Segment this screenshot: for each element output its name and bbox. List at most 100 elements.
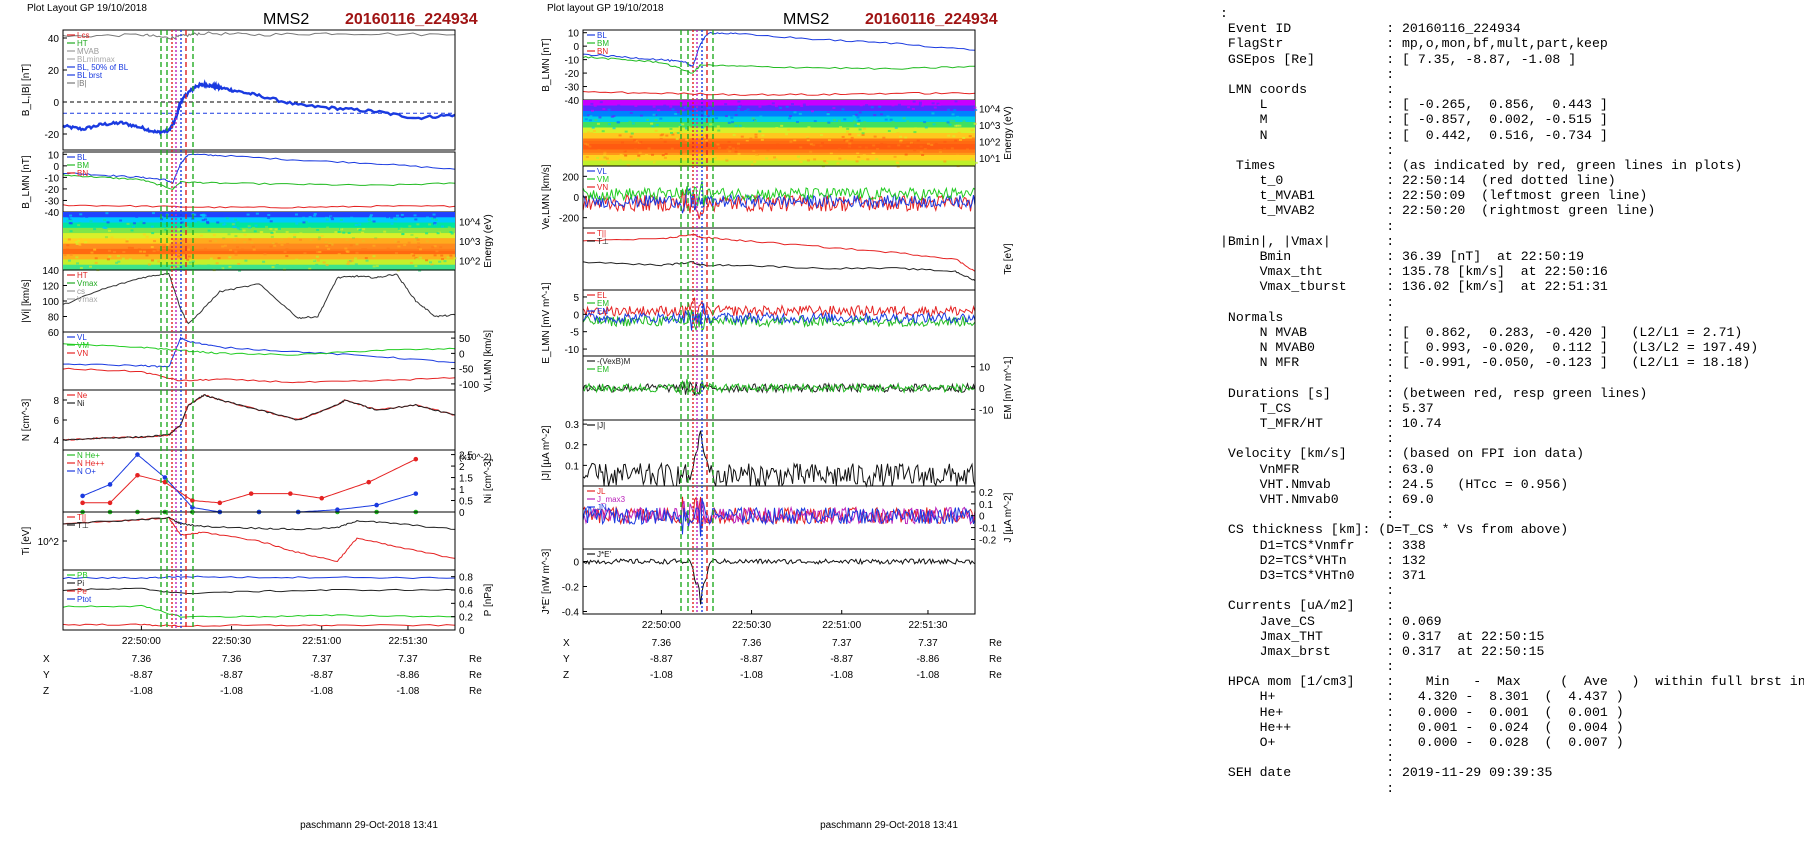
spectrogram-pixel [624,154,628,157]
spectrogram-pixel [269,212,273,215]
spectrogram-pixel [688,120,692,123]
spectrogram-pixel [639,114,643,117]
panel-R9 [582,548,976,615]
spectrogram-pixel [957,131,961,134]
spectrogram-pixel [827,121,831,124]
spectrogram-pixel [347,260,351,263]
spectrogram-pixel [592,129,596,132]
spectrogram-pixel [222,223,226,226]
spectrogram-pixel [414,265,418,268]
panel-frame [582,227,976,291]
spectrogram-pixel [66,244,70,247]
spectrogram-pixel [318,236,322,239]
spectrogram-pixel [127,246,131,249]
spectrogram-pixel [798,112,802,115]
spectrogram-pixel [144,268,148,271]
position-value: -8.87 [830,654,853,665]
spectrogram-pixel [599,101,603,104]
page-header: Plot layout GP 19/10/2018 [547,3,664,14]
spectrogram-pixel [832,107,836,110]
spectrogram-pixel [854,124,858,127]
spectrogram-pixel [401,216,405,219]
spectrogram-pixel [159,218,163,221]
spectrogram-pixel [234,218,238,221]
y-axis-label: E_LMN [mV m^-1] [541,282,552,364]
legend-label: VL [77,333,87,342]
spectrogram-pixel [863,121,867,124]
spectrogram-pixel [947,108,951,111]
summary-line: N MFR : [ -0.991, -0.050, -0.123 ] (L2/L… [1220,355,1751,371]
summary-line: : [1220,142,1395,158]
spectrogram-pixel [157,260,161,263]
spectrogram-pixel [856,122,860,125]
y-tick-label: 0.3 [565,420,579,431]
spectrogram-pixel [833,119,837,122]
spectrogram-pixel [886,115,890,118]
spectrogram-pixel [836,162,840,165]
spectrogram-pixel [207,264,211,267]
spectrogram-pixel [369,220,373,223]
spectrogram-pixel [104,236,108,239]
spectrogram-pixel [108,229,112,232]
spectrogram-pixel [294,213,298,216]
spectrogram-pixel [790,103,794,106]
spectrogram-pixel [177,250,181,253]
spectrogram-pixel [339,218,343,221]
spectrogram-pixel [950,101,954,104]
spectrogram-pixel [345,249,349,252]
spectrogram-pixel [295,222,299,225]
x-tick-label: 22:51:30 [908,620,947,631]
spectrogram-pixel [434,218,438,221]
spectrogram-pixel [758,105,762,108]
spectrogram-pixel [308,212,312,215]
legend-label: BM [597,39,609,48]
spectrogram-pixel [583,132,587,135]
spectrogram-pixel [894,126,898,129]
legend-label: PB [77,571,88,580]
spectrogram-pixel [106,258,110,261]
spectrogram-pixel [142,250,146,253]
spectrogram-pixel [78,243,82,246]
spectrogram-pixel [89,220,93,223]
spectrogram-pixel [247,225,251,228]
spectrogram-pixel [234,253,238,256]
spectrogram-pixel [316,228,320,231]
spectrogram-pixel [337,230,341,233]
spectrogram-pixel [841,108,845,111]
spectrogram-pixel [629,135,633,138]
spectrogram-pixel [951,113,955,116]
position-value: -8.86 [397,670,420,681]
spectrogram-pixel [243,233,247,236]
electron-spectrogram [583,100,978,168]
spectrogram-pixel [450,227,454,230]
legend-label: VM [77,341,89,350]
spectrogram-pixel [116,255,120,258]
legend-label: |J| [597,421,605,430]
summary-line: Normals : [1220,309,1395,325]
spectrogram-pixel [76,262,80,265]
spectrogram-pixel [252,226,256,229]
summary-line: N MVAB : [ 0.862, 0.283, -0.420 ] (L2/L1… [1220,324,1743,340]
spectrogram-pixel [828,139,832,142]
spectrogram-pixel [586,131,590,134]
spectrogram-pixel [375,265,379,268]
panel-frame [62,151,456,213]
spectrogram-pixel [685,138,689,141]
spectrogram-pixel [594,119,598,122]
series-line-t- [62,516,456,531]
legend-label: Vmax [77,295,97,304]
spectrogram-pixel [320,234,324,237]
spectrogram-pixel [69,222,73,225]
spectrogram-pixel [400,213,404,216]
series-line-t- [582,261,976,282]
spectrogram-pixel [302,216,306,219]
spectrogram-pixel [67,259,71,262]
series-line-vm [582,180,976,207]
spectrogram-pixel [706,115,710,118]
position-unit: Re [469,686,482,697]
y-axis-label: N [cm^-3] [21,399,32,442]
y-tick-label: 0.1 [979,500,993,511]
data-point [413,456,419,462]
spectrogram-pixel [75,256,79,259]
